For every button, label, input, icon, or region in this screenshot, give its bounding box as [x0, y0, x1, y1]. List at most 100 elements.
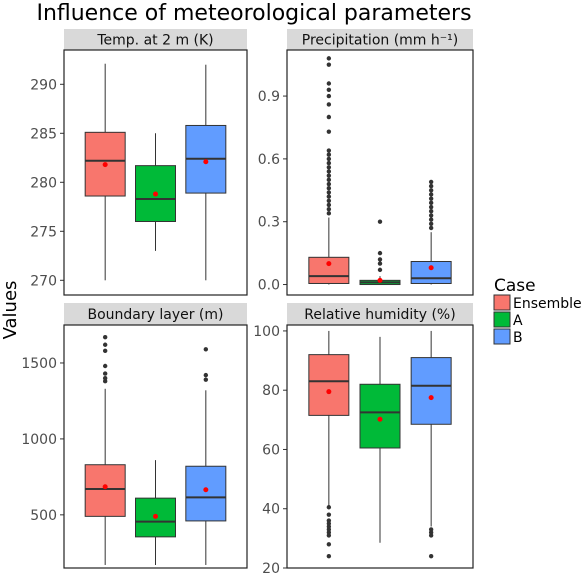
y-tick-label: 0.6 [258, 152, 280, 168]
y-tick-label: 0.0 [258, 278, 280, 294]
legend-label-ensemble: Ensemble [513, 296, 582, 312]
outlier-point [326, 160, 332, 166]
box-b [410, 179, 452, 285]
outlier-point [326, 165, 332, 170]
outlier-point [428, 209, 434, 214]
outlier-point [428, 553, 434, 559]
y-tick-label: 280 [30, 175, 57, 191]
outlier-point [428, 179, 434, 185]
outlier-point [428, 200, 434, 206]
y-tick-label: 1000 [21, 432, 57, 448]
y-tick-label: 270 [30, 273, 57, 289]
box-ensemble [308, 56, 350, 285]
outlier-point [326, 190, 332, 195]
outlier-point [326, 93, 332, 99]
outlier-point [428, 204, 434, 210]
outlier-point [102, 348, 108, 354]
outlier-point [326, 186, 332, 191]
outlier-point [102, 363, 108, 369]
outlier-point [326, 56, 332, 61]
box-b [185, 347, 227, 565]
y-tick-label: 290 [30, 77, 57, 93]
legend-key-a [493, 311, 511, 328]
outlier-point [428, 183, 434, 189]
outlier-point [203, 347, 209, 352]
mean-point [203, 487, 209, 493]
panel-title: Precipitation (mm h⁻¹) [302, 33, 458, 49]
panel-border [286, 324, 474, 569]
outlier-point [428, 188, 434, 193]
y-tick-label: 80 [262, 383, 280, 399]
panel-border [286, 49, 474, 296]
figure-title: Influence of meteorological parameters [36, 1, 471, 26]
outlier-point [326, 62, 332, 67]
outlier-point [203, 372, 209, 378]
outlier-point [326, 173, 332, 178]
panel-strip [64, 303, 247, 325]
mean-point [377, 416, 383, 422]
outlier-point [326, 518, 332, 523]
outlier-point [428, 213, 434, 218]
outlier-point [428, 196, 434, 201]
outlier-point [102, 371, 108, 376]
box-iqr [135, 165, 176, 222]
panels: Temp. at 2 m (K) 270 275 280 285 290 Precipita… [21, 29, 474, 573]
outlier-point [377, 250, 383, 256]
panel-humidity: Relative humidity (%) 20 40 60 80 100 [253, 303, 474, 573]
legend-label-b: B [513, 330, 523, 346]
outlier-point [326, 202, 332, 208]
mean-point [377, 277, 383, 283]
panel-title: Temp. at 2 m (K) [96, 33, 213, 49]
box-iqr [308, 354, 350, 416]
box-iqr [185, 465, 227, 522]
box-b [185, 64, 227, 281]
box-iqr [410, 357, 452, 425]
mean-point [153, 191, 158, 197]
panel-strip [64, 29, 247, 50]
panel-border [63, 324, 248, 569]
mean-point [153, 513, 158, 519]
y-tick-label: 500 [30, 508, 57, 524]
y-tick-label: 60 [262, 442, 280, 458]
outlier-point [326, 81, 332, 86]
legend: Case Ensemble A B [493, 276, 582, 346]
legend-title: Case [494, 276, 536, 296]
y-tick-label: 100 [253, 324, 280, 340]
outlier-point [326, 148, 332, 153]
outlier-point [102, 378, 108, 384]
legend-key-b [493, 328, 511, 345]
outlier-point [326, 129, 332, 134]
box-a [359, 219, 401, 286]
box-iqr [359, 383, 401, 449]
box-ensemble [308, 330, 350, 559]
box-a [135, 460, 176, 565]
outlier-point [326, 181, 332, 187]
mean-point [102, 484, 108, 490]
y-tick-label: 20 [262, 561, 280, 573]
outlier-point [326, 198, 332, 203]
panel-boundary: Boundary layer (m) 500 1000 1500 [21, 303, 248, 569]
box-a [359, 336, 401, 543]
outlier-point [326, 156, 332, 162]
y-tick-label: 0.3 [258, 215, 280, 231]
panel-strip [287, 303, 473, 325]
y-tick-label: 285 [30, 126, 57, 142]
legend-key-ensemble [493, 294, 511, 311]
outlier-point [428, 217, 434, 222]
mean-point [326, 389, 332, 395]
outlier-point [377, 267, 383, 273]
legend-label-a: A [513, 313, 523, 329]
outlier-point [326, 505, 332, 510]
outlier-point [102, 334, 108, 340]
box-iqr [84, 464, 126, 517]
outlier-point [428, 221, 434, 227]
box-a [135, 133, 176, 251]
outlier-point [377, 261, 383, 266]
outlier-point [326, 177, 332, 183]
panel-temp: Temp. at 2 m (K) 270 275 280 285 290 [30, 29, 248, 296]
outlier-point [326, 114, 332, 120]
outlier-point [326, 102, 332, 107]
outlier-point [428, 192, 434, 197]
y-axis-label: Values [0, 281, 21, 340]
box-b [410, 330, 452, 559]
